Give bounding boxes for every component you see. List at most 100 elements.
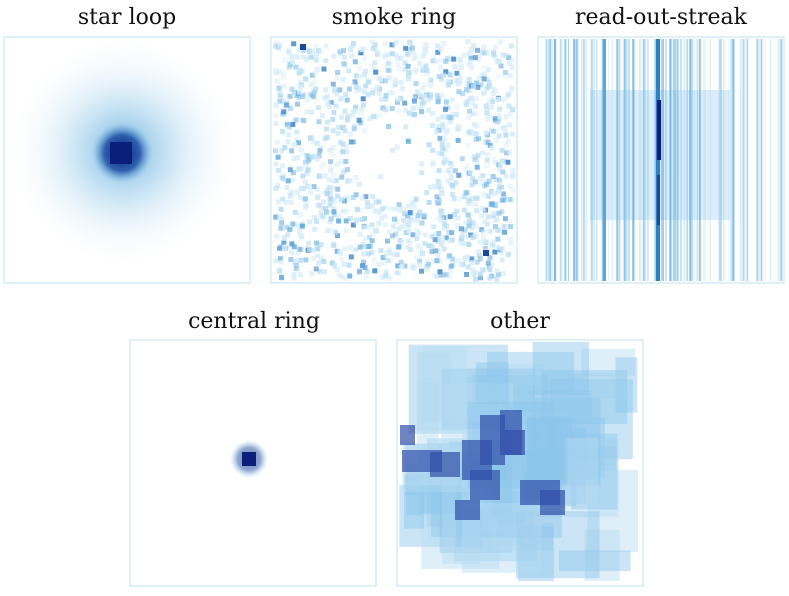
speckle xyxy=(307,247,313,252)
speckle xyxy=(299,147,304,153)
speckle xyxy=(335,70,341,75)
speckle xyxy=(304,109,310,115)
speckle xyxy=(410,49,416,55)
speckle xyxy=(507,112,513,117)
streak xyxy=(643,39,645,281)
speckle xyxy=(372,66,378,72)
speckle xyxy=(470,49,476,55)
speckle xyxy=(291,272,297,278)
speckle xyxy=(306,156,312,162)
speckle xyxy=(478,82,484,88)
speckle xyxy=(436,236,442,242)
speckle xyxy=(377,76,383,81)
speckle xyxy=(494,268,500,274)
speckle xyxy=(424,190,430,195)
speckle xyxy=(316,119,322,125)
speckle xyxy=(331,53,337,59)
speckle xyxy=(455,226,461,232)
streak xyxy=(603,39,606,281)
speckle xyxy=(507,197,513,203)
speckle xyxy=(468,95,474,101)
speckle xyxy=(410,264,415,270)
speckle xyxy=(441,72,446,78)
speckle xyxy=(461,226,467,232)
streak xyxy=(732,39,734,281)
streak xyxy=(670,39,672,281)
speckle xyxy=(430,58,436,64)
speckle xyxy=(273,68,279,74)
speckle xyxy=(424,42,430,48)
speckle xyxy=(415,243,421,249)
speckle xyxy=(461,52,467,58)
speckle xyxy=(277,256,283,262)
speckle xyxy=(389,42,395,48)
block xyxy=(505,430,525,455)
speckle xyxy=(498,63,504,69)
streak xyxy=(546,39,548,281)
speckle xyxy=(349,113,355,118)
speckle xyxy=(463,167,469,172)
speckle xyxy=(502,229,508,235)
streak xyxy=(611,39,613,281)
speckle xyxy=(499,209,505,215)
speckle xyxy=(370,90,376,96)
speckle xyxy=(480,267,486,273)
speckle xyxy=(323,43,329,49)
speckle xyxy=(487,275,493,281)
speckle xyxy=(437,64,443,70)
speckle xyxy=(417,258,423,264)
speckle xyxy=(296,229,302,234)
speckle xyxy=(288,257,294,262)
speckle xyxy=(450,182,456,188)
speckle xyxy=(279,174,285,180)
speckle xyxy=(474,123,480,129)
speckle xyxy=(314,240,320,246)
speckle xyxy=(437,258,443,264)
speckle xyxy=(474,269,480,275)
speckle xyxy=(479,213,485,219)
speckle xyxy=(466,80,472,86)
speckle xyxy=(306,48,312,54)
speckle xyxy=(487,143,493,148)
speckle xyxy=(442,136,448,142)
streak xyxy=(669,39,672,281)
speckle xyxy=(508,43,514,49)
speckle xyxy=(487,83,493,89)
speckle xyxy=(323,87,328,93)
speckle xyxy=(331,110,337,116)
speckle xyxy=(461,241,467,246)
speckle xyxy=(452,216,458,222)
speckle xyxy=(465,39,471,45)
speckle xyxy=(470,267,476,273)
speckle xyxy=(318,242,324,248)
speckle xyxy=(455,214,461,220)
speckle xyxy=(290,121,296,127)
streak xyxy=(574,39,576,281)
speckle xyxy=(482,238,488,244)
speckle xyxy=(479,227,485,233)
streak xyxy=(740,39,742,281)
speckle xyxy=(392,206,398,212)
speckle xyxy=(376,262,382,268)
speckle xyxy=(466,241,472,247)
speckle xyxy=(498,162,504,168)
streak xyxy=(573,39,576,281)
speckle xyxy=(356,117,362,123)
speckle xyxy=(326,177,332,183)
streak xyxy=(680,39,683,281)
speckle xyxy=(489,127,495,133)
streak xyxy=(644,39,646,281)
speckle xyxy=(412,68,418,74)
speckle xyxy=(465,162,471,168)
speckle xyxy=(412,112,418,118)
speckle xyxy=(274,102,279,108)
speckle xyxy=(438,272,444,278)
speckle xyxy=(361,72,367,78)
speckle xyxy=(478,175,483,181)
speckle xyxy=(321,269,327,275)
speckle xyxy=(389,105,394,111)
speckle xyxy=(277,213,283,219)
speckle xyxy=(303,76,309,82)
streak xyxy=(581,39,583,281)
speckle xyxy=(471,220,477,226)
